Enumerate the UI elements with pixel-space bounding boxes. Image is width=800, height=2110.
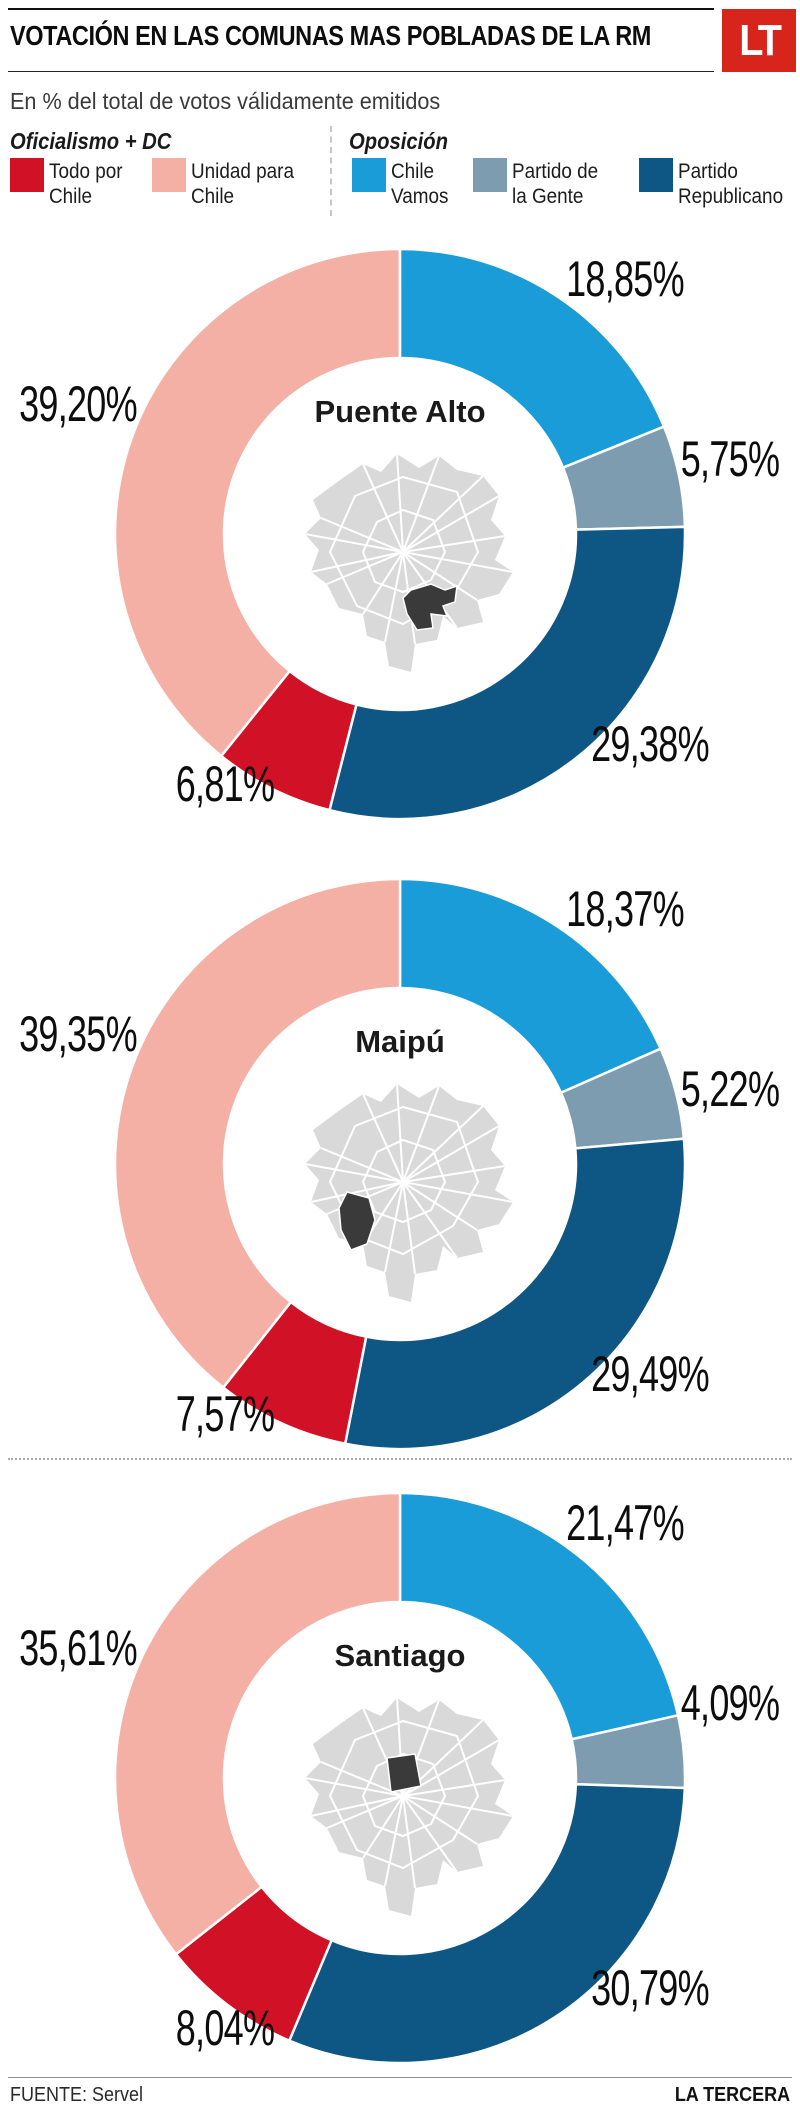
la-tercera-logo: LT bbox=[722, 9, 796, 72]
highlighted-comuna-santiago bbox=[386, 1753, 422, 1793]
legend-label-partido-republicano: Partido Republicano bbox=[678, 159, 783, 209]
title-underline-rule bbox=[8, 71, 714, 72]
legend-swatch-partido-de-la-gente bbox=[473, 158, 507, 192]
footer-rule bbox=[8, 2077, 792, 2078]
legend-label-todo-por-chile: Todo por Chile bbox=[49, 159, 123, 209]
map-comuna-borders bbox=[305, 454, 513, 645]
la-tercera-logo-text: LT bbox=[738, 15, 782, 65]
legend-swatch-todo-por-chile bbox=[10, 158, 44, 192]
donut-svg-puente-alto bbox=[113, 247, 687, 821]
legend-label-line: Todo por bbox=[49, 160, 123, 183]
donut-slice-unidad-para-chile bbox=[113, 1491, 402, 1956]
chart-subtitle: En % del total de votos válidamente emit… bbox=[10, 88, 441, 114]
highlighted-comuna-maipu bbox=[338, 1191, 376, 1251]
slice-value-label-partido-de-la-gente: 5,22% bbox=[680, 1061, 780, 1117]
slice-value-label-partido-republicano: 30,79% bbox=[591, 1960, 710, 2016]
legend-swatch-unidad-para-chile bbox=[152, 158, 186, 192]
footer-source: FUENTE: Servel bbox=[10, 2084, 144, 2106]
legend-divider bbox=[330, 126, 332, 216]
slice-value-label-partido-de-la-gente: 4,09% bbox=[680, 1675, 780, 1731]
donut-slice-partido-republicano bbox=[343, 1137, 687, 1451]
legend-group-oposicion-header: Oposición bbox=[349, 128, 448, 154]
slice-value-label-chile-vamos: 18,85% bbox=[566, 251, 685, 307]
donut-slice-chile-vamos bbox=[398, 877, 663, 1095]
legend-swatch-partido-republicano bbox=[639, 158, 673, 192]
legend-label-line: Chile bbox=[391, 160, 435, 183]
legend-label-line: Partido de bbox=[512, 160, 599, 183]
donut-chart-puente-alto: Puente Alto 18,85% 5,75% 29,38% 6,81% 39,20% bbox=[19, 244, 780, 824]
legend-label-chile-vamos: Chile Vamos bbox=[391, 159, 448, 209]
slice-value-label-partido-de-la-gente: 5,75% bbox=[680, 431, 780, 487]
legend-group-oficialismo-header: Oficialismo + DC bbox=[10, 128, 172, 154]
slice-value-label-partido-republicano: 29,38% bbox=[591, 716, 710, 772]
donut-chart-santiago: Santiago 21,47% 4,09% 30,79% 8,04% 35,61% bbox=[19, 1488, 780, 2068]
footer-credit: LA TERCERA bbox=[674, 2084, 790, 2106]
donut-slice-chile-vamos bbox=[398, 247, 666, 470]
legend-label-unidad-para-chile: Unidad para Chile bbox=[191, 159, 294, 209]
legend-label-partido-de-la-gente: Partido de la Gente bbox=[512, 159, 598, 209]
map-silhouette bbox=[305, 454, 513, 672]
map-silhouette bbox=[305, 1084, 513, 1302]
slice-value-label-todo-por-chile: 7,57% bbox=[175, 1386, 275, 1442]
highlighted-comuna-puente-alto bbox=[402, 583, 458, 631]
donut-slice-unidad-para-chile bbox=[113, 247, 402, 758]
rm-comunas-map bbox=[305, 1698, 513, 1916]
donut-slice-partido-republicano bbox=[327, 525, 687, 821]
donut-svg-santiago bbox=[113, 1491, 687, 2065]
donut-slice-partido-republicano bbox=[287, 1782, 687, 2065]
legend-label-line: la Gente bbox=[512, 185, 584, 208]
comuna-name: Maipú bbox=[355, 1024, 445, 1059]
legend-label-line: Chile bbox=[49, 185, 93, 208]
legend-label-line: Vamos bbox=[391, 185, 449, 208]
legend-swatch-chile-vamos bbox=[352, 158, 386, 192]
comuna-name: Puente Alto bbox=[314, 394, 486, 429]
top-rule bbox=[8, 8, 714, 10]
slice-value-label-unidad-para-chile: 39,35% bbox=[19, 1006, 138, 1062]
legend-label-line: Republicano bbox=[678, 185, 784, 208]
donut-svg-maipú bbox=[113, 877, 687, 1451]
comuna-map-wrap bbox=[285, 1074, 525, 1309]
rm-comunas-map bbox=[305, 1084, 513, 1302]
slice-value-label-partido-republicano: 29,49% bbox=[591, 1346, 710, 1402]
map-comuna-borders bbox=[305, 1084, 513, 1275]
legend-label-line: Unidad para bbox=[191, 160, 294, 183]
legend-label-line: Chile bbox=[191, 185, 235, 208]
donut-slice-unidad-para-chile bbox=[113, 877, 402, 1390]
donut-chart-maipu: Maipú 18,37% 5,22% 29,49% 7,57% 39,35% bbox=[19, 874, 780, 1454]
map-silhouette bbox=[305, 1698, 513, 1916]
slice-value-label-todo-por-chile: 8,04% bbox=[175, 2000, 275, 2056]
slice-value-label-unidad-para-chile: 39,20% bbox=[19, 376, 138, 432]
slice-value-label-unidad-para-chile: 35,61% bbox=[19, 1620, 138, 1676]
comuna-map-wrap bbox=[285, 1688, 525, 1923]
rm-comunas-map bbox=[305, 454, 513, 672]
donut-slice-chile-vamos bbox=[398, 1491, 680, 1741]
comuna-map-wrap bbox=[285, 444, 525, 679]
slice-value-label-chile-vamos: 21,47% bbox=[566, 1495, 685, 1551]
slice-value-label-chile-vamos: 18,37% bbox=[566, 881, 685, 937]
page-title: VOTACIÓN EN LAS COMUNAS MAS POBLADAS DE … bbox=[10, 20, 651, 51]
legend-label-line: Partido bbox=[678, 160, 738, 183]
slice-value-label-todo-por-chile: 6,81% bbox=[175, 756, 275, 812]
section-divider bbox=[8, 1458, 792, 1460]
comuna-name: Santiago bbox=[334, 1638, 466, 1673]
